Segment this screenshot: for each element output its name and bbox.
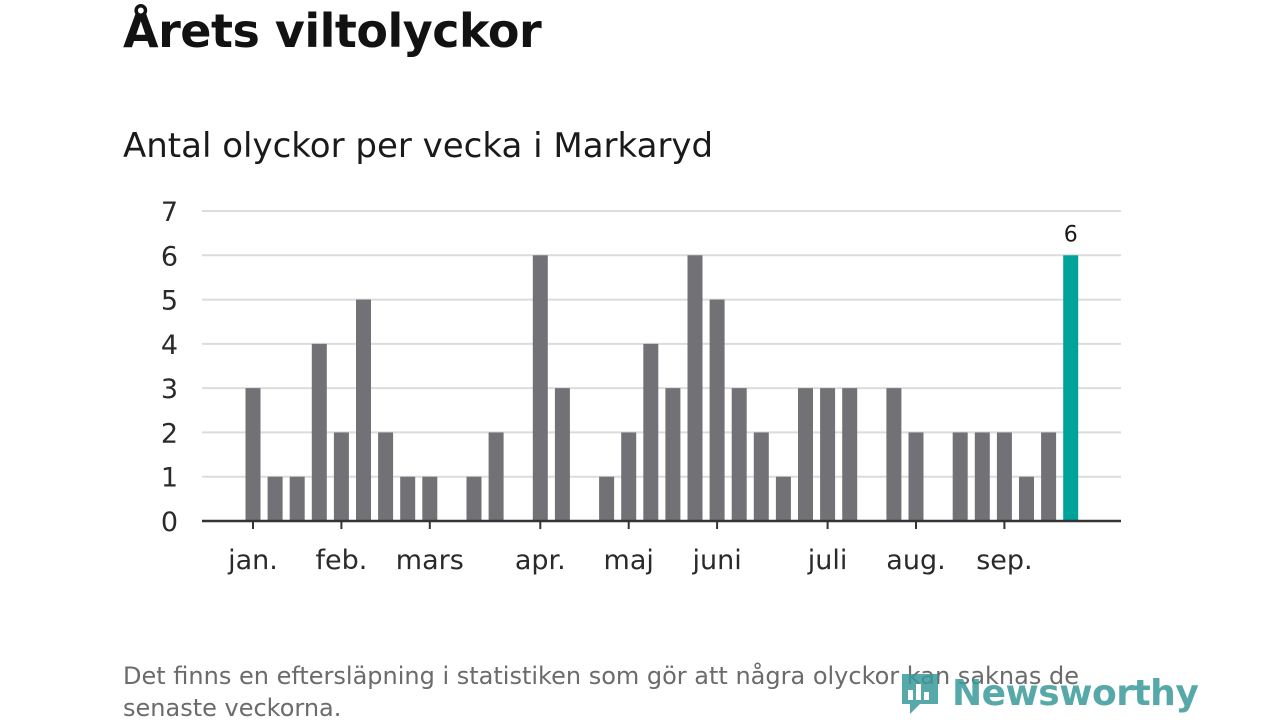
bar <box>311 343 327 521</box>
bar <box>731 388 747 521</box>
x-tick-label: maj <box>604 545 654 576</box>
bar <box>289 476 305 521</box>
bar <box>1019 476 1034 521</box>
bar <box>709 299 725 521</box>
bar <box>798 388 813 521</box>
bar <box>599 476 615 521</box>
bar <box>665 388 681 521</box>
bar <box>974 432 990 521</box>
y-tick-label: 3 <box>161 374 178 405</box>
y-tick-label: 0 <box>161 507 178 538</box>
bar <box>488 432 504 521</box>
page-title: Årets viltolyckor <box>123 4 542 58</box>
bar <box>466 476 482 521</box>
bar <box>621 432 637 521</box>
x-tick-label: mars <box>396 545 464 576</box>
y-tick-label: 2 <box>161 418 178 449</box>
y-tick-label: 6 <box>161 241 178 272</box>
x-tick-label: sep. <box>976 545 1032 576</box>
chart-subtitle: Antal olyckor per vecka i Markaryd <box>123 126 714 166</box>
bar-chart: 0 1 2 3 4 5 6 7 6 jan. feb. mars apr. maj juni juli aug.… <box>161 197 1121 576</box>
bar <box>267 476 283 521</box>
data-label: 6 <box>1064 222 1078 247</box>
bar <box>532 255 548 522</box>
bar <box>1041 432 1057 521</box>
y-tick-label: 1 <box>161 463 178 494</box>
bar <box>378 432 394 521</box>
bar <box>333 432 349 521</box>
bar <box>908 432 924 521</box>
x-tick-label: juni <box>691 545 741 576</box>
newsworthy-logo-text: Newsworthy <box>952 672 1199 714</box>
bar <box>422 476 438 521</box>
bar <box>356 299 371 521</box>
y-tick-label: 7 <box>161 197 178 228</box>
newsworthy-logo: Newsworthy <box>898 668 1199 718</box>
bar <box>245 388 261 521</box>
x-tick-label: aug. <box>886 545 945 576</box>
bar <box>775 476 791 521</box>
bar <box>820 388 836 521</box>
bar <box>687 255 703 522</box>
y-tick-label: 4 <box>161 330 178 361</box>
bar <box>842 388 858 521</box>
x-tick-label: jan. <box>227 545 278 576</box>
x-tick-label: juli <box>807 545 848 576</box>
bar <box>400 476 416 521</box>
y-tick-label: 5 <box>161 286 178 317</box>
bar <box>996 432 1012 521</box>
x-tick-label: feb. <box>315 545 367 576</box>
highlight-bar <box>1063 255 1079 522</box>
bar <box>554 388 570 521</box>
x-tick-label: apr. <box>515 545 566 576</box>
newsworthy-logo-icon <box>902 674 938 714</box>
bar <box>952 432 968 521</box>
bar <box>886 388 902 521</box>
bar <box>753 432 769 521</box>
bar <box>643 343 659 521</box>
